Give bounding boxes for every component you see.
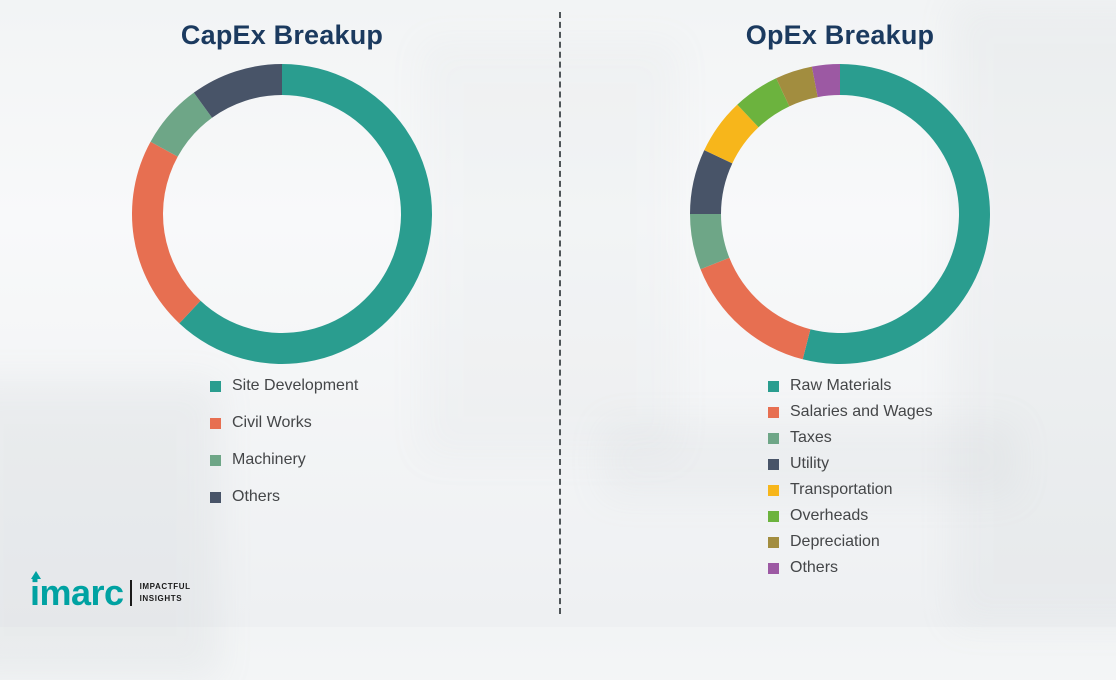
legend-item: Site Development	[210, 377, 358, 395]
legend-marker	[768, 484, 779, 496]
legend-item: Salaries and Wages	[768, 403, 933, 421]
donut-segment-overheads	[737, 78, 790, 128]
capex-title: CapEx Breakup	[180, 20, 384, 50]
donut-segment-site-development	[179, 64, 432, 364]
legend-marker	[768, 536, 779, 548]
capex-panel: CapEx Breakup Site Development Civil Work…	[62, 12, 502, 525]
donut-segment-raw-materials	[802, 64, 990, 364]
donut-segment-others	[193, 64, 282, 118]
legend-item: Civil Works	[210, 414, 358, 432]
imarc-logo-mark-icon	[31, 571, 41, 579]
imarc-brand-text: imarc	[30, 572, 124, 613]
opex-title: OpEx Breakup	[745, 20, 935, 50]
donut-segment-transportation	[704, 104, 759, 164]
imarc-tagline: IMPACTFUL INSIGHTS	[140, 581, 191, 604]
legend-label: Site Development	[232, 377, 359, 394]
opex-legend: Raw Materials Salaries and Wages Taxes Util…	[768, 377, 933, 585]
capex-donut-chart	[132, 64, 432, 364]
legend-label: Taxes	[790, 429, 832, 446]
donut-segment-depreciation	[776, 66, 818, 107]
imarc-logo: imarc IMPACTFUL INSIGHTS	[30, 571, 191, 613]
legend-label: Transportation	[790, 481, 893, 498]
legend-item: Raw Materials	[768, 377, 933, 395]
legend-marker	[210, 454, 221, 466]
legend-marker	[768, 380, 779, 392]
legend-item: Taxes	[768, 429, 933, 447]
legend-item: Overheads	[768, 507, 933, 525]
legend-item: Depreciation	[768, 533, 933, 551]
legend-label: Utility	[790, 455, 830, 472]
legend-marker	[768, 406, 779, 418]
legend-marker	[768, 432, 779, 444]
donut-segment-others	[811, 64, 840, 98]
legend-marker	[210, 417, 221, 429]
imarc-brand-wrap: imarc	[30, 571, 124, 613]
legend-item: Machinery	[210, 451, 358, 469]
legend-marker	[768, 510, 779, 522]
logo-divider	[129, 580, 132, 606]
opex-donut-chart	[690, 64, 990, 364]
donut-segment-machinery	[150, 92, 213, 157]
legend-marker	[768, 458, 779, 470]
legend-marker	[210, 491, 221, 503]
legend-label: Raw Materials	[790, 377, 892, 394]
legend-marker	[210, 380, 221, 392]
donut-segment-salaries-and-wages	[700, 257, 811, 360]
legend-label: Machinery	[232, 451, 306, 468]
donut-segment-civil-works	[132, 141, 201, 324]
legend-item: Utility	[768, 455, 933, 473]
imarc-tagline-line1: IMPACTFUL	[139, 582, 191, 592]
legend-item: Others	[210, 488, 358, 506]
legend-label: Civil Works	[232, 414, 312, 431]
imarc-tagline-line2: INSIGHTS	[139, 594, 183, 603]
opex-panel: OpEx Breakup Raw Materials Salaries and W…	[620, 12, 1060, 585]
legend-marker	[768, 562, 779, 574]
legend-label: Depreciation	[790, 533, 880, 550]
legend-item: Transportation	[768, 481, 933, 499]
legend-label: Salaries and Wages	[790, 403, 933, 420]
legend-label: Others	[232, 488, 281, 505]
legend-label: Others	[790, 559, 839, 576]
donut-segment-utility	[690, 150, 733, 214]
donut-segment-taxes	[690, 214, 730, 270]
capex-legend: Site Development Civil Works Machinery Othe…	[210, 377, 358, 525]
legend-item: Others	[768, 559, 933, 577]
vertical-dashed-separator	[559, 12, 561, 614]
legend-label: Overheads	[790, 507, 869, 524]
